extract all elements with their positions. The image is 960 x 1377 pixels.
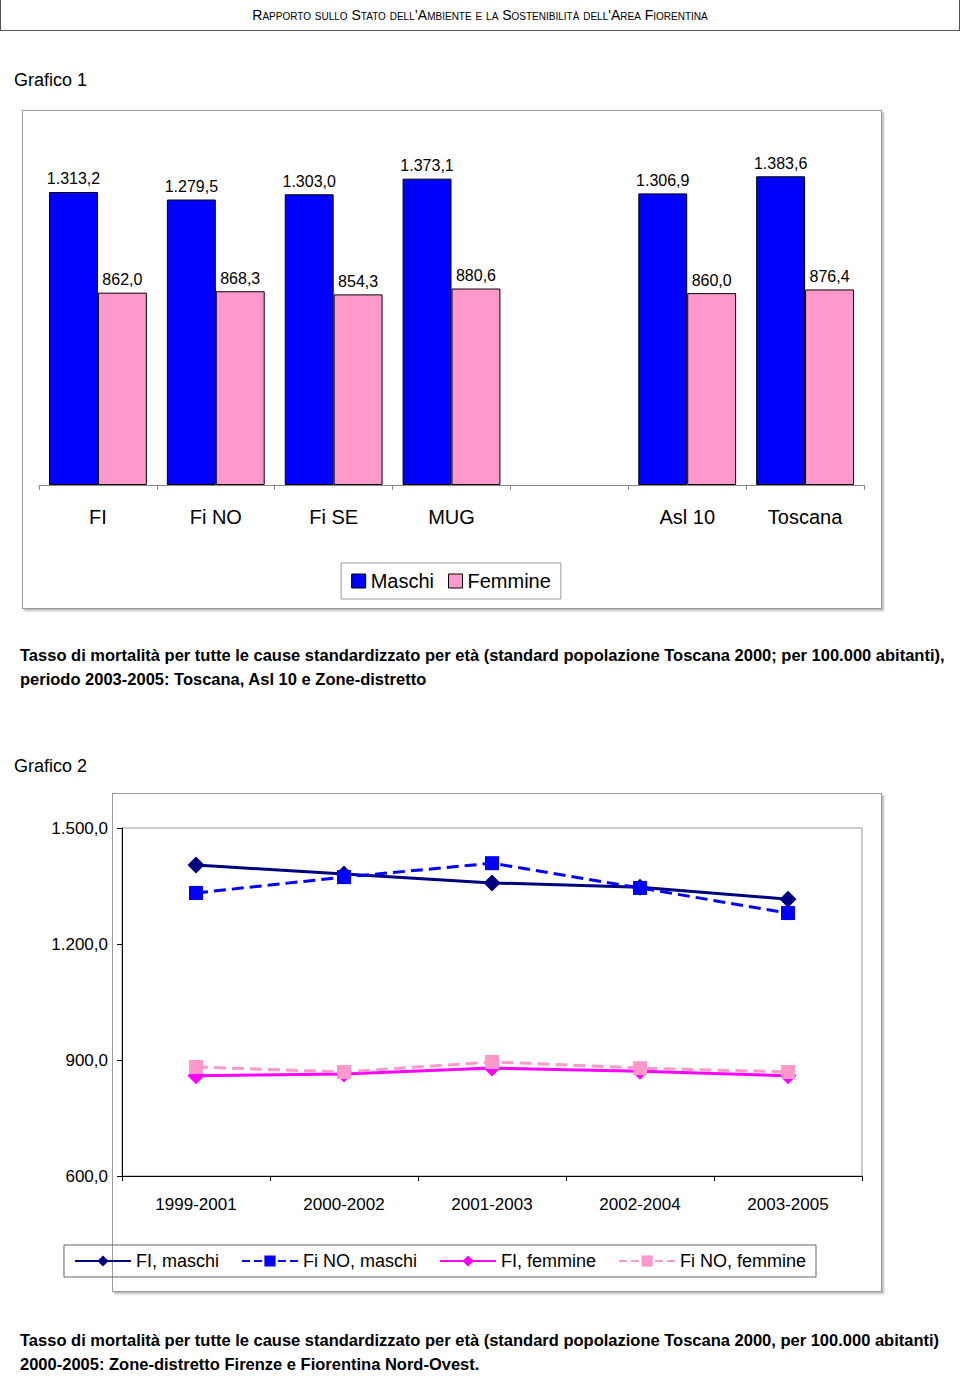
svg-text:Asl 10: Asl 10 [659,506,715,528]
svg-text:Fi NO, femmine: Fi NO, femmine [680,1251,806,1271]
svg-text:MUG: MUG [428,506,475,528]
svg-text:1.200,0: 1.200,0 [51,935,108,954]
svg-text:868,3: 868,3 [220,270,260,287]
svg-text:880,6: 880,6 [456,267,496,284]
svg-text:FI, maschi: FI, maschi [136,1251,219,1271]
svg-text:1.303,0: 1.303,0 [282,173,335,190]
html-text:Tasso di mortalità per tutte l: Tasso di mortalità per tutte le cause st… [20,1331,940,1373]
svg-text:Fi SE: Fi SE [309,506,358,528]
svg-text:600,0: 600,0 [65,1167,108,1186]
svg-text:854,3: 854,3 [338,273,378,290]
svg-text:2002-2004: 2002-2004 [599,1195,680,1214]
html-text:Grafico 1: Grafico 1 [14,70,87,90]
html-text:Grafico 2: Grafico 2 [14,756,87,776]
svg-text:2000-2002: 2000-2002 [303,1195,384,1214]
svg-text:Fi NO: Fi NO [190,506,242,528]
svg-text:Femmine: Femmine [468,570,551,592]
svg-text:Fi NO, maschi: Fi NO, maschi [303,1251,417,1271]
svg-text:1.383,6: 1.383,6 [754,155,807,172]
svg-text:862,0: 862,0 [102,271,142,288]
svg-text:Toscana: Toscana [768,506,843,528]
svg-text:2001-2003: 2001-2003 [451,1195,532,1214]
svg-text:FI: FI [89,506,107,528]
html-text:Rapporto sullo Stato dell’Ambi: Rapporto sullo Stato dell’Ambiente e la … [252,7,708,23]
svg-text:1.306,9: 1.306,9 [636,172,689,189]
svg-text:1.313,2: 1.313,2 [47,170,100,187]
html-text:Tasso di mortalità per tutte l: Tasso di mortalità per tutte le cause st… [20,646,945,688]
svg-text:860,0: 860,0 [692,272,732,289]
svg-text:Maschi: Maschi [371,570,434,592]
svg-text:1.373,1: 1.373,1 [400,157,453,174]
svg-text:1.279,5: 1.279,5 [165,178,218,195]
svg-text:876,4: 876,4 [810,268,850,285]
svg-text:1999-2001: 1999-2001 [155,1195,236,1214]
svg-text:900,0: 900,0 [65,1051,108,1070]
svg-text:1.500,0: 1.500,0 [51,819,108,838]
svg-text:2003-2005: 2003-2005 [747,1195,828,1214]
svg-text:FI, femmine: FI, femmine [501,1251,596,1271]
